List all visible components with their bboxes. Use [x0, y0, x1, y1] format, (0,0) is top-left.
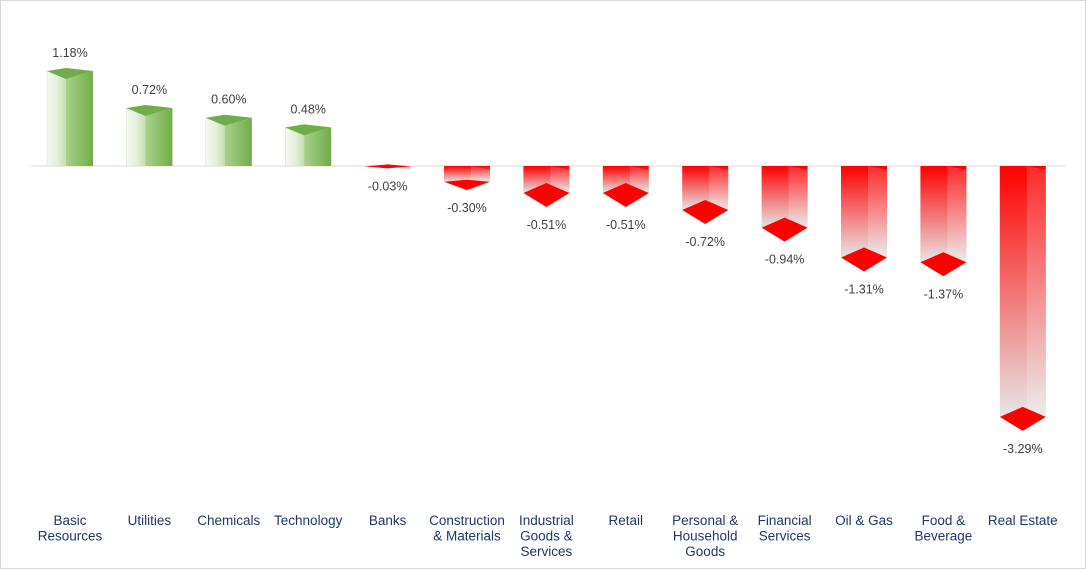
value-labels-group: 1.18% 0.72% 0.60% 0.48% -0.03% -0.30% -0.51% -0…: [52, 46, 1042, 456]
bar-8: [682, 166, 729, 224]
bar-11: [920, 166, 967, 277]
category-label-12: Real Estate: [988, 513, 1058, 528]
value-label-6: -0.51%: [527, 218, 567, 232]
category-label-1: Utilities: [128, 513, 172, 528]
category-label-8: Personal & Household Goods: [672, 513, 738, 559]
value-label-1: 0.72%: [132, 83, 167, 97]
value-label-8: -0.72%: [685, 235, 725, 249]
value-label-9: -0.94%: [765, 253, 805, 267]
bar-12: [999, 166, 1046, 431]
value-label-0: 1.18%: [52, 46, 87, 60]
bar-0: [46, 68, 93, 167]
category-label-11: Food & Beverage: [915, 513, 973, 544]
value-label-10: -1.31%: [844, 282, 884, 296]
value-label-3: 0.48%: [290, 102, 325, 116]
category-label-7: Retail: [609, 513, 644, 528]
value-label-12: -3.29%: [1003, 442, 1043, 456]
bar-5: [444, 166, 490, 191]
bar-6: [523, 166, 570, 208]
category-label-0: Basic Resources: [38, 513, 103, 544]
category-label-2: Chemicals: [197, 513, 260, 528]
bars-group: [46, 68, 1046, 431]
value-label-2: 0.60%: [211, 93, 246, 107]
bar-3: [284, 124, 332, 167]
category-label-10: Oil & Gas: [835, 513, 893, 528]
category-label-9: Financial Services: [758, 513, 812, 544]
category-label-5: Construction & Materials: [429, 513, 505, 544]
category-labels-group: Basic Resources Utilities Chemicals Technolo…: [38, 513, 1058, 559]
value-label-4: -0.03%: [368, 179, 408, 193]
bar-10: [841, 166, 887, 272]
bar-1: [126, 105, 173, 167]
bar-7: [602, 166, 649, 208]
category-label-6: Industrial Goods & Services: [519, 513, 574, 559]
bar-9: [761, 166, 808, 242]
category-label-4: Banks: [369, 513, 407, 528]
value-label-7: -0.51%: [606, 218, 646, 232]
category-label-3: Technology: [274, 513, 343, 528]
bar-2: [205, 114, 252, 167]
value-label-5: -0.30%: [447, 201, 487, 215]
value-label-11: -1.37%: [924, 287, 964, 301]
bar-4: [364, 164, 411, 170]
